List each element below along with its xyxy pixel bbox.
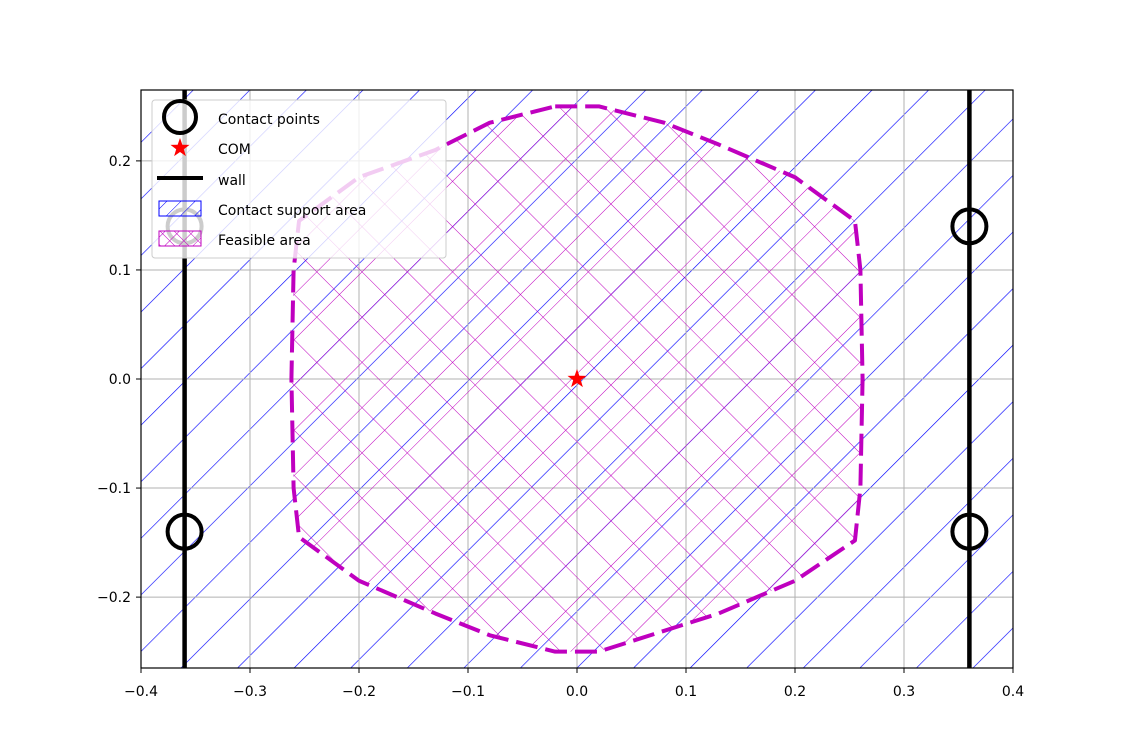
legend-support-swatch	[158, 200, 202, 217]
x-tick-label: −0.2	[342, 684, 376, 700]
legend-wall: wall	[218, 173, 246, 189]
legend-feasible-swatch	[158, 230, 202, 247]
legend-support-area: Contact support area	[218, 203, 366, 219]
x-tick-label: 0.3	[893, 684, 915, 700]
x-tick-label: 0.4	[1002, 684, 1024, 700]
com-marker	[567, 369, 587, 388]
legend-feasible-area: Feasible area	[218, 233, 311, 249]
legend-box	[151, 99, 447, 259]
y-tick-label: 0.1	[109, 263, 131, 279]
x-axis-ticks: −0.4 −0.3 −0.2 −0.1 0.0 0.1 0.2 0.3 0.4	[124, 668, 1024, 700]
contact-point	[165, 512, 204, 551]
legend: Contact points COM wall Contact support …	[151, 99, 447, 259]
legend-contact-marker	[162, 99, 198, 135]
legend-com: COM	[218, 142, 251, 158]
x-tick-label: 0.2	[784, 684, 806, 700]
x-tick-label: 0.1	[675, 684, 697, 700]
legend-com-marker	[170, 138, 190, 157]
legend-contact-points: Contact points	[218, 112, 320, 128]
contact-point	[950, 207, 989, 246]
y-tick-label: 0.2	[109, 154, 131, 170]
x-tick-label: −0.3	[233, 684, 267, 700]
y-tick-label: 0.0	[109, 372, 131, 388]
x-tick-label: 0.0	[566, 684, 588, 700]
x-tick-label: −0.1	[451, 684, 485, 700]
contact-point	[950, 512, 989, 551]
x-tick-label: −0.4	[124, 684, 158, 700]
y-axis-ticks: −0.2 −0.1 0.0 0.1 0.2	[97, 154, 141, 606]
y-tick-label: −0.2	[97, 590, 131, 606]
y-tick-label: −0.1	[97, 481, 131, 497]
